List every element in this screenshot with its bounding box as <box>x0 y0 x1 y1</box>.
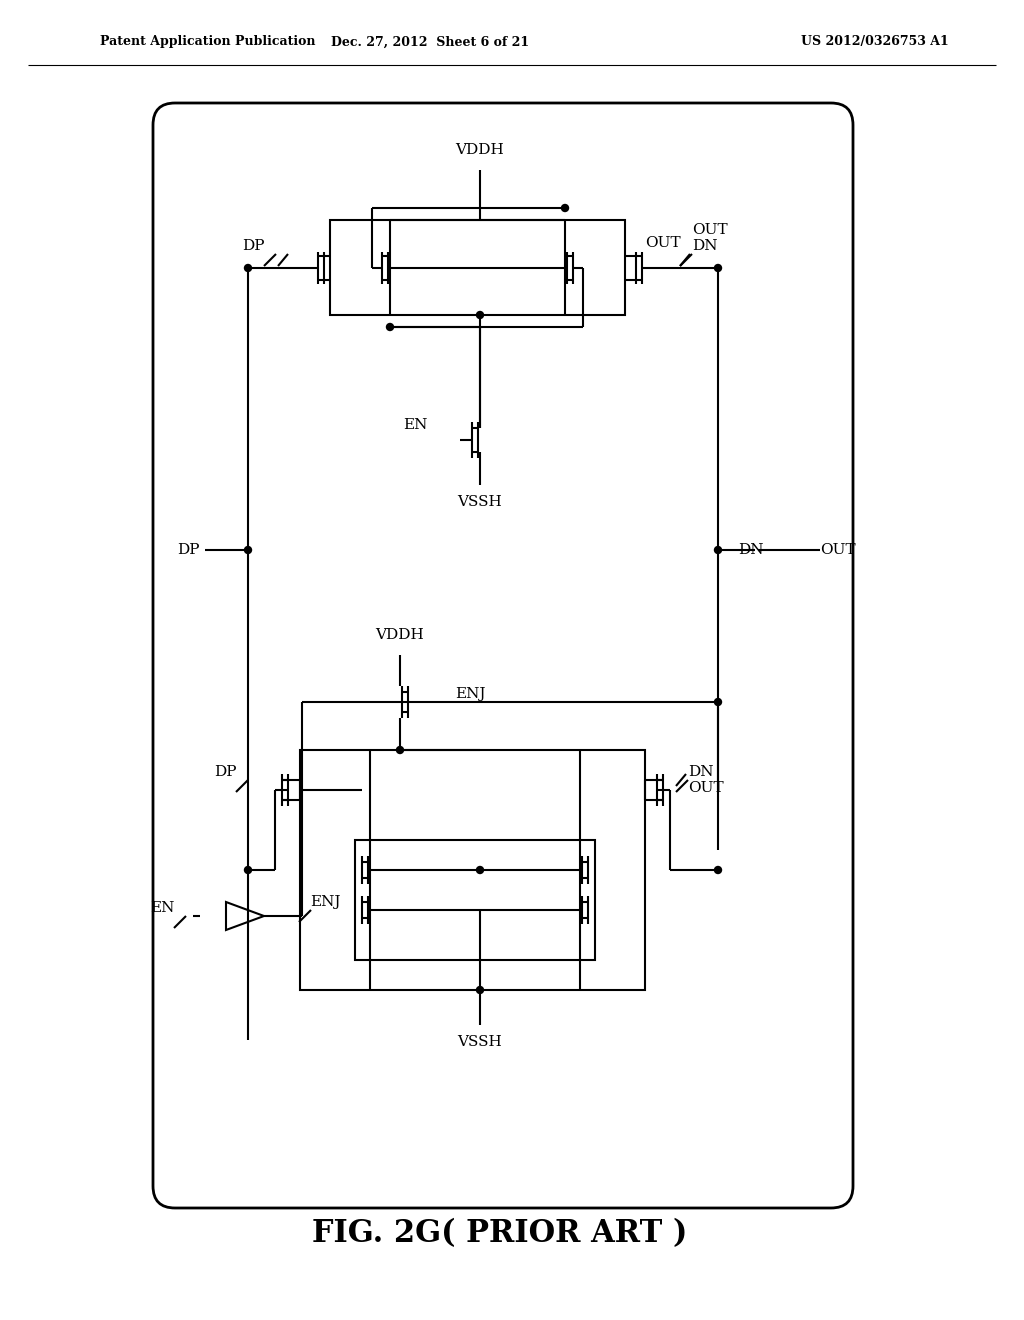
Text: EN: EN <box>403 418 428 432</box>
Text: VDDH: VDDH <box>376 628 424 642</box>
Text: OUT: OUT <box>820 543 856 557</box>
Circle shape <box>715 698 722 705</box>
Circle shape <box>476 986 483 994</box>
Circle shape <box>715 866 722 874</box>
Text: OUT: OUT <box>645 236 681 249</box>
Text: Dec. 27, 2012  Sheet 6 of 21: Dec. 27, 2012 Sheet 6 of 21 <box>331 36 529 49</box>
Text: VSSH: VSSH <box>458 495 503 510</box>
Circle shape <box>386 323 393 330</box>
Text: ENJ: ENJ <box>455 686 485 701</box>
Text: DP: DP <box>243 239 265 253</box>
Circle shape <box>476 866 483 874</box>
Circle shape <box>396 747 403 754</box>
Text: ENJ: ENJ <box>310 895 341 909</box>
Text: VSSH: VSSH <box>458 1035 503 1049</box>
Text: DN: DN <box>692 239 718 253</box>
Text: OUT: OUT <box>688 781 724 795</box>
Bar <box>330 220 625 315</box>
Text: FIG. 2G( PRIOR ART ): FIG. 2G( PRIOR ART ) <box>312 1218 688 1250</box>
Text: DP: DP <box>214 766 237 779</box>
Text: VDDH: VDDH <box>456 143 505 157</box>
Text: DP: DP <box>177 543 200 557</box>
Text: EN: EN <box>151 902 175 915</box>
Text: DN: DN <box>738 543 764 557</box>
Circle shape <box>715 264 722 272</box>
FancyBboxPatch shape <box>153 103 853 1208</box>
Text: Patent Application Publication: Patent Application Publication <box>100 36 315 49</box>
Polygon shape <box>226 902 264 931</box>
Circle shape <box>245 866 252 874</box>
Circle shape <box>245 546 252 553</box>
Text: US 2012/0326753 A1: US 2012/0326753 A1 <box>801 36 949 49</box>
Text: OUT: OUT <box>692 223 728 238</box>
Circle shape <box>245 264 252 272</box>
Text: DN: DN <box>688 766 714 779</box>
Circle shape <box>715 546 722 553</box>
Bar <box>300 750 645 990</box>
Bar <box>355 840 595 960</box>
Circle shape <box>561 205 568 211</box>
Circle shape <box>476 312 483 318</box>
